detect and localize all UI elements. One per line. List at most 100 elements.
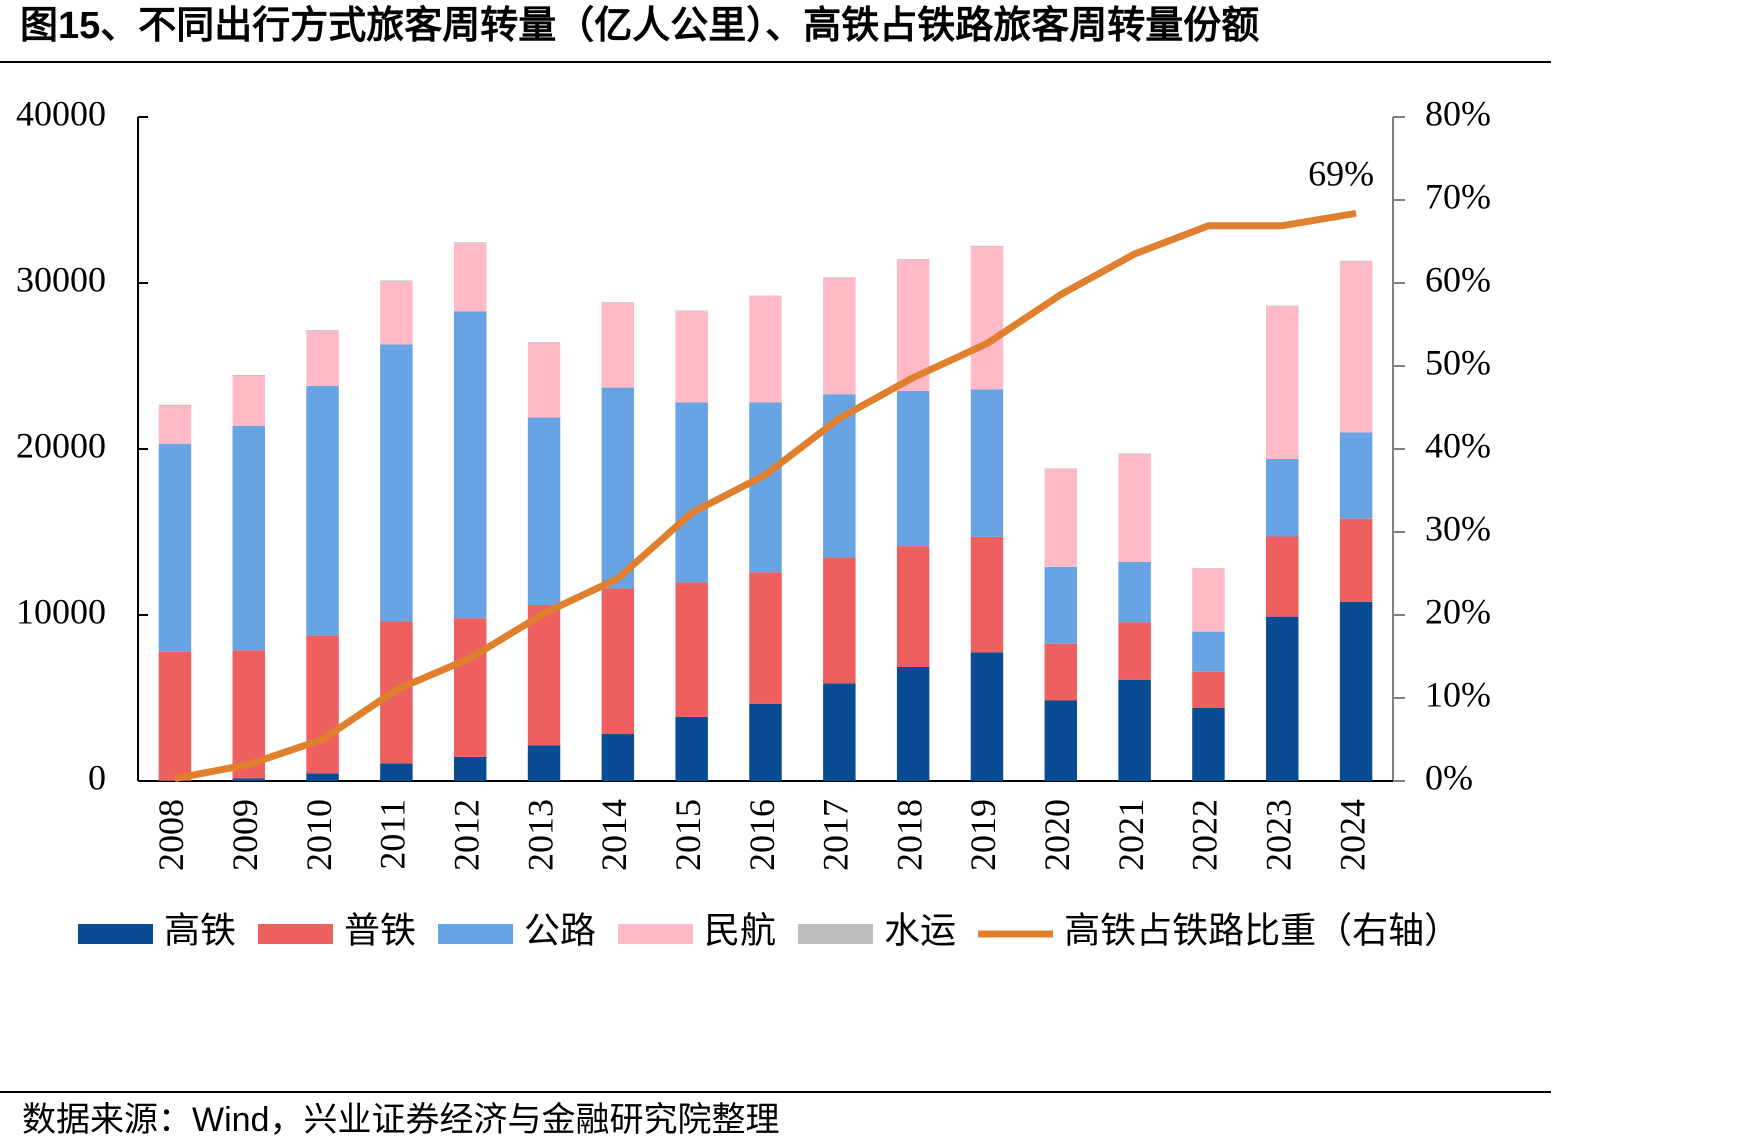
y-tick-label: 0 bbox=[88, 757, 106, 797]
bar-segment bbox=[232, 778, 265, 781]
x-tick-label: 2022 bbox=[1185, 799, 1225, 871]
legend-swatch bbox=[78, 924, 153, 944]
x-tick-label: 2011 bbox=[373, 799, 413, 870]
bar-segment bbox=[749, 402, 782, 573]
bar-segment bbox=[675, 402, 708, 583]
bar-segment bbox=[896, 546, 930, 667]
y-tick-label: 20000 bbox=[16, 425, 106, 465]
bar-segment bbox=[158, 405, 192, 445]
bar-segment bbox=[306, 635, 339, 774]
bar-segment bbox=[749, 572, 782, 704]
x-tick-label: 2014 bbox=[594, 799, 634, 871]
bar-segment bbox=[1044, 566, 1078, 644]
x-tick-label: 2018 bbox=[889, 799, 929, 871]
bar-segment bbox=[1044, 643, 1078, 701]
bar-segment bbox=[896, 390, 930, 547]
y2-tick-label: 60% bbox=[1425, 259, 1491, 299]
x-tick-label: 2016 bbox=[742, 799, 782, 871]
legend-label: 民航 bbox=[704, 910, 776, 950]
legend-label: 普铁 bbox=[344, 910, 416, 950]
x-tick-label: 2009 bbox=[225, 799, 265, 871]
bar-segment bbox=[601, 302, 635, 303]
bar-segment bbox=[232, 374, 265, 376]
bar-segment bbox=[306, 773, 339, 781]
bar-segment bbox=[1339, 432, 1373, 519]
legend-label: 高铁 bbox=[164, 910, 236, 950]
bar-segment bbox=[1044, 700, 1078, 781]
bar-segment bbox=[380, 763, 413, 781]
bar-segment bbox=[306, 385, 339, 636]
legend-swatch bbox=[438, 924, 514, 944]
legend-label: 高铁占铁路比重（右轴） bbox=[1064, 910, 1460, 950]
bar-segment bbox=[675, 310, 708, 312]
bar-segment bbox=[232, 425, 265, 651]
bar-segment bbox=[1266, 458, 1299, 537]
bar-segment bbox=[823, 277, 856, 279]
bar-segment bbox=[232, 650, 265, 779]
chart-title: 图15、不同出行方式旅客周转量（亿人公里）、高铁占铁路旅客周转量份额 bbox=[20, 4, 1259, 47]
bar-segment bbox=[896, 259, 930, 260]
bar-segment bbox=[1266, 305, 1299, 307]
bar-segment bbox=[453, 243, 487, 312]
bar-segment bbox=[823, 683, 856, 781]
bar-segment bbox=[601, 734, 635, 781]
bar-segment bbox=[970, 652, 1004, 781]
bar-segment bbox=[232, 375, 265, 426]
bar-segment bbox=[1118, 622, 1151, 680]
bar-segment bbox=[453, 618, 487, 757]
x-tick-label: 2012 bbox=[446, 799, 486, 871]
bar-segment bbox=[306, 330, 339, 332]
bar-segment bbox=[601, 387, 635, 589]
bar-segment bbox=[749, 295, 782, 297]
bar-segment bbox=[527, 342, 561, 343]
bar-segment bbox=[1192, 707, 1225, 781]
bar-segment bbox=[970, 246, 1004, 390]
y2-tick-label: 20% bbox=[1425, 591, 1491, 631]
y2-tick-label: 50% bbox=[1425, 342, 1491, 382]
x-tick-label: 2019 bbox=[963, 799, 1003, 871]
x-tick-label: 2023 bbox=[1259, 799, 1299, 871]
bar-segment bbox=[823, 557, 856, 684]
bar-segment bbox=[1266, 306, 1299, 459]
bar-segment bbox=[380, 344, 413, 622]
legend-swatch bbox=[618, 924, 694, 944]
bar-segment bbox=[453, 311, 487, 619]
bar-segment bbox=[1339, 261, 1373, 433]
bar-segment bbox=[1118, 561, 1151, 623]
y-tick-label: 10000 bbox=[16, 591, 106, 631]
x-tick-label: 2017 bbox=[816, 799, 856, 871]
bar-segment bbox=[380, 281, 413, 345]
bar-segment bbox=[675, 311, 708, 403]
bar-segment bbox=[1266, 616, 1299, 781]
bar-segment bbox=[1339, 518, 1373, 602]
bar-segment bbox=[527, 342, 561, 418]
bar-segment bbox=[380, 280, 413, 282]
bar-segment bbox=[1118, 453, 1151, 562]
y-tick-label: 40000 bbox=[16, 93, 106, 133]
x-tick-label: 2013 bbox=[520, 799, 560, 871]
bar-segment bbox=[158, 651, 192, 781]
legend-label: 水运 bbox=[884, 910, 956, 950]
source: 数据来源：Wind，兴业证券经济与金融研究院整理 bbox=[22, 1101, 779, 1139]
x-tick-label: 2015 bbox=[668, 799, 708, 871]
bar-segment bbox=[527, 417, 561, 606]
y-tick-label: 30000 bbox=[16, 259, 106, 299]
bar-segment bbox=[527, 605, 561, 746]
bar-segment bbox=[675, 582, 708, 717]
bar-segment bbox=[1192, 631, 1225, 672]
y2-tick-label: 70% bbox=[1425, 176, 1491, 216]
bar-segment bbox=[306, 331, 339, 386]
bar-segment bbox=[527, 745, 561, 781]
bar-segment bbox=[970, 245, 1004, 247]
y2-tick-label: 40% bbox=[1425, 425, 1491, 465]
y2-tick-label: 80% bbox=[1425, 93, 1491, 133]
bar-segment bbox=[1044, 468, 1078, 567]
y2-tick-label: 30% bbox=[1425, 508, 1491, 548]
legend-swatch bbox=[258, 924, 334, 944]
bar-segment bbox=[970, 389, 1004, 537]
bar-segment bbox=[823, 278, 856, 395]
bar-segment bbox=[1118, 679, 1151, 781]
bar-segment bbox=[601, 302, 635, 388]
